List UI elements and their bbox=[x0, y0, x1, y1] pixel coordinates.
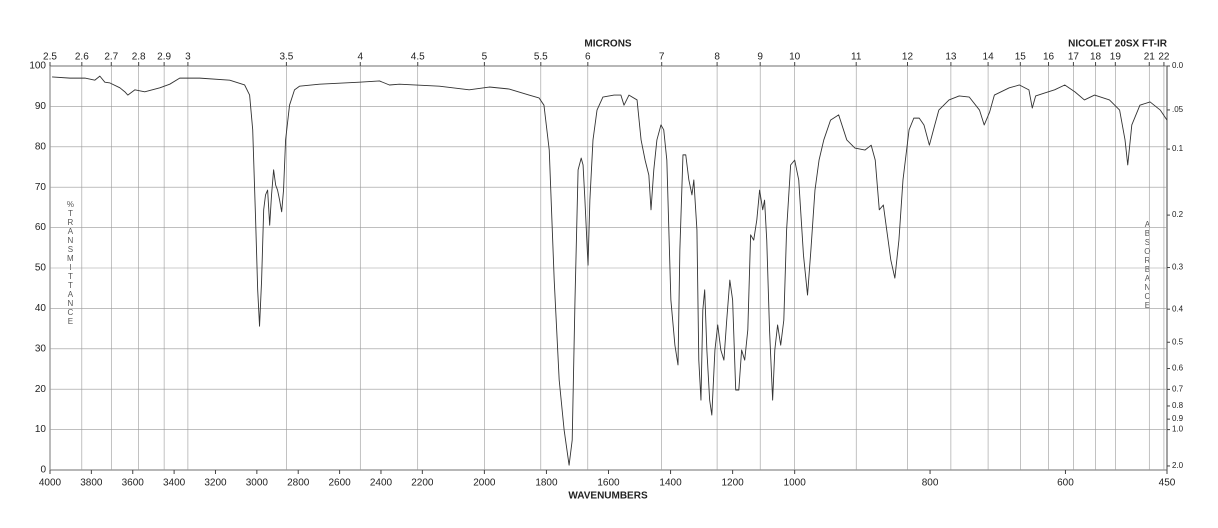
y-tick-label: 40 bbox=[35, 303, 47, 314]
y-tick-label: 30 bbox=[35, 343, 47, 354]
y2-tick-label: 1.0 bbox=[1172, 425, 1184, 434]
x-tick-label: 1200 bbox=[721, 478, 744, 489]
x-tick-label: 1400 bbox=[659, 478, 682, 489]
y2-tick-label: 0.9 bbox=[1172, 414, 1184, 423]
x-tick-label: 1000 bbox=[784, 478, 807, 489]
x-tick-label: 3800 bbox=[80, 478, 103, 489]
x2-tick-label: 2.6 bbox=[75, 52, 89, 63]
y2-tick-label: 0.6 bbox=[1172, 364, 1184, 373]
x2-tick-label: 5 bbox=[482, 52, 488, 63]
x-axis-label: WAVENUMBERS bbox=[568, 491, 648, 502]
y-tick-label: 50 bbox=[35, 263, 47, 274]
y2-tick-label: 0.7 bbox=[1172, 385, 1184, 394]
x2-tick-label: 18 bbox=[1090, 52, 1102, 63]
x2-tick-label: 2.7 bbox=[104, 52, 118, 63]
y-tick-label: 80 bbox=[35, 141, 47, 152]
x2-tick-label: 3.5 bbox=[279, 52, 293, 63]
y-tick-label: 100 bbox=[29, 61, 46, 72]
x2-tick-label: 5.5 bbox=[534, 52, 548, 63]
y2-tick-label: 0.4 bbox=[1172, 304, 1184, 313]
y2-tick-label: 0.5 bbox=[1172, 337, 1184, 346]
x-tick-label: 2800 bbox=[287, 478, 310, 489]
x-tick-label: 3600 bbox=[122, 478, 145, 489]
chart-title: MICRONS bbox=[584, 39, 632, 50]
x-tick-label: 2600 bbox=[328, 478, 351, 489]
x2-tick-label: 21 bbox=[1144, 52, 1156, 63]
x2-tick-label: 2.9 bbox=[157, 52, 171, 63]
x2-tick-label: 16 bbox=[1043, 52, 1055, 63]
x-tick-label: 2000 bbox=[473, 478, 496, 489]
x-tick-label: 800 bbox=[922, 478, 939, 489]
x-tick-label: 450 bbox=[1159, 478, 1176, 489]
x2-tick-label: 6 bbox=[585, 52, 591, 63]
x2-tick-label: 4.5 bbox=[411, 52, 425, 63]
x2-tick-label: 12 bbox=[902, 52, 914, 63]
y2-tick-label: 0.1 bbox=[1172, 144, 1184, 153]
x2-tick-label: 11 bbox=[851, 52, 862, 63]
x-tick-label: 2400 bbox=[370, 478, 393, 489]
x2-tick-label: 17 bbox=[1068, 52, 1080, 63]
x2-tick-label: 7 bbox=[659, 52, 665, 63]
x-tick-label: 4000 bbox=[39, 478, 62, 489]
y2-axis-label: ABSORBANCE bbox=[1143, 220, 1152, 310]
x2-tick-label: 14 bbox=[983, 52, 995, 63]
y-tick-label: 70 bbox=[35, 182, 47, 193]
x-tick-label: 600 bbox=[1057, 478, 1074, 489]
x2-tick-label: 4 bbox=[357, 52, 363, 63]
x-tick-label: 1600 bbox=[597, 478, 620, 489]
y-tick-label: 60 bbox=[35, 222, 47, 233]
y2-tick-label: 0.2 bbox=[1172, 210, 1184, 219]
x2-tick-label: 3 bbox=[185, 52, 191, 63]
x2-tick-label: 2.8 bbox=[132, 52, 146, 63]
x-tick-label: 3000 bbox=[246, 478, 269, 489]
y2-tick-label: 2.0 bbox=[1172, 461, 1184, 470]
y2-tick-label: 0.0 bbox=[1172, 61, 1184, 70]
x2-tick-label: 15 bbox=[1015, 52, 1027, 63]
x-tick-label: 1800 bbox=[535, 478, 558, 489]
x2-tick-label: 9 bbox=[757, 52, 763, 63]
x2-tick-label: 22 bbox=[1158, 52, 1170, 63]
x2-tick-label: 8 bbox=[714, 52, 720, 63]
x-tick-label: 3400 bbox=[163, 478, 186, 489]
y-axis-label: %TRANSMITTANCE bbox=[66, 200, 75, 326]
y2-tick-label: 0.8 bbox=[1172, 401, 1184, 410]
x-tick-label: 2200 bbox=[411, 478, 434, 489]
y-tick-label: 90 bbox=[35, 101, 47, 112]
x2-tick-label: 10 bbox=[789, 52, 801, 63]
x2-tick-label: 19 bbox=[1110, 52, 1122, 63]
y-tick-label: 0 bbox=[40, 465, 46, 476]
x2-tick-label: 13 bbox=[945, 52, 957, 63]
y-tick-label: 10 bbox=[35, 424, 47, 435]
y2-tick-label: 0.3 bbox=[1172, 263, 1184, 272]
x2-tick-label: 2.5 bbox=[43, 52, 57, 63]
y2-tick-label: .05 bbox=[1172, 105, 1184, 114]
y-tick-label: 20 bbox=[35, 384, 47, 395]
x-tick-label: 3200 bbox=[204, 478, 227, 489]
annotation: NICOLET 20SX FT-IR bbox=[1068, 39, 1168, 50]
spectrum-line bbox=[52, 75, 1168, 466]
